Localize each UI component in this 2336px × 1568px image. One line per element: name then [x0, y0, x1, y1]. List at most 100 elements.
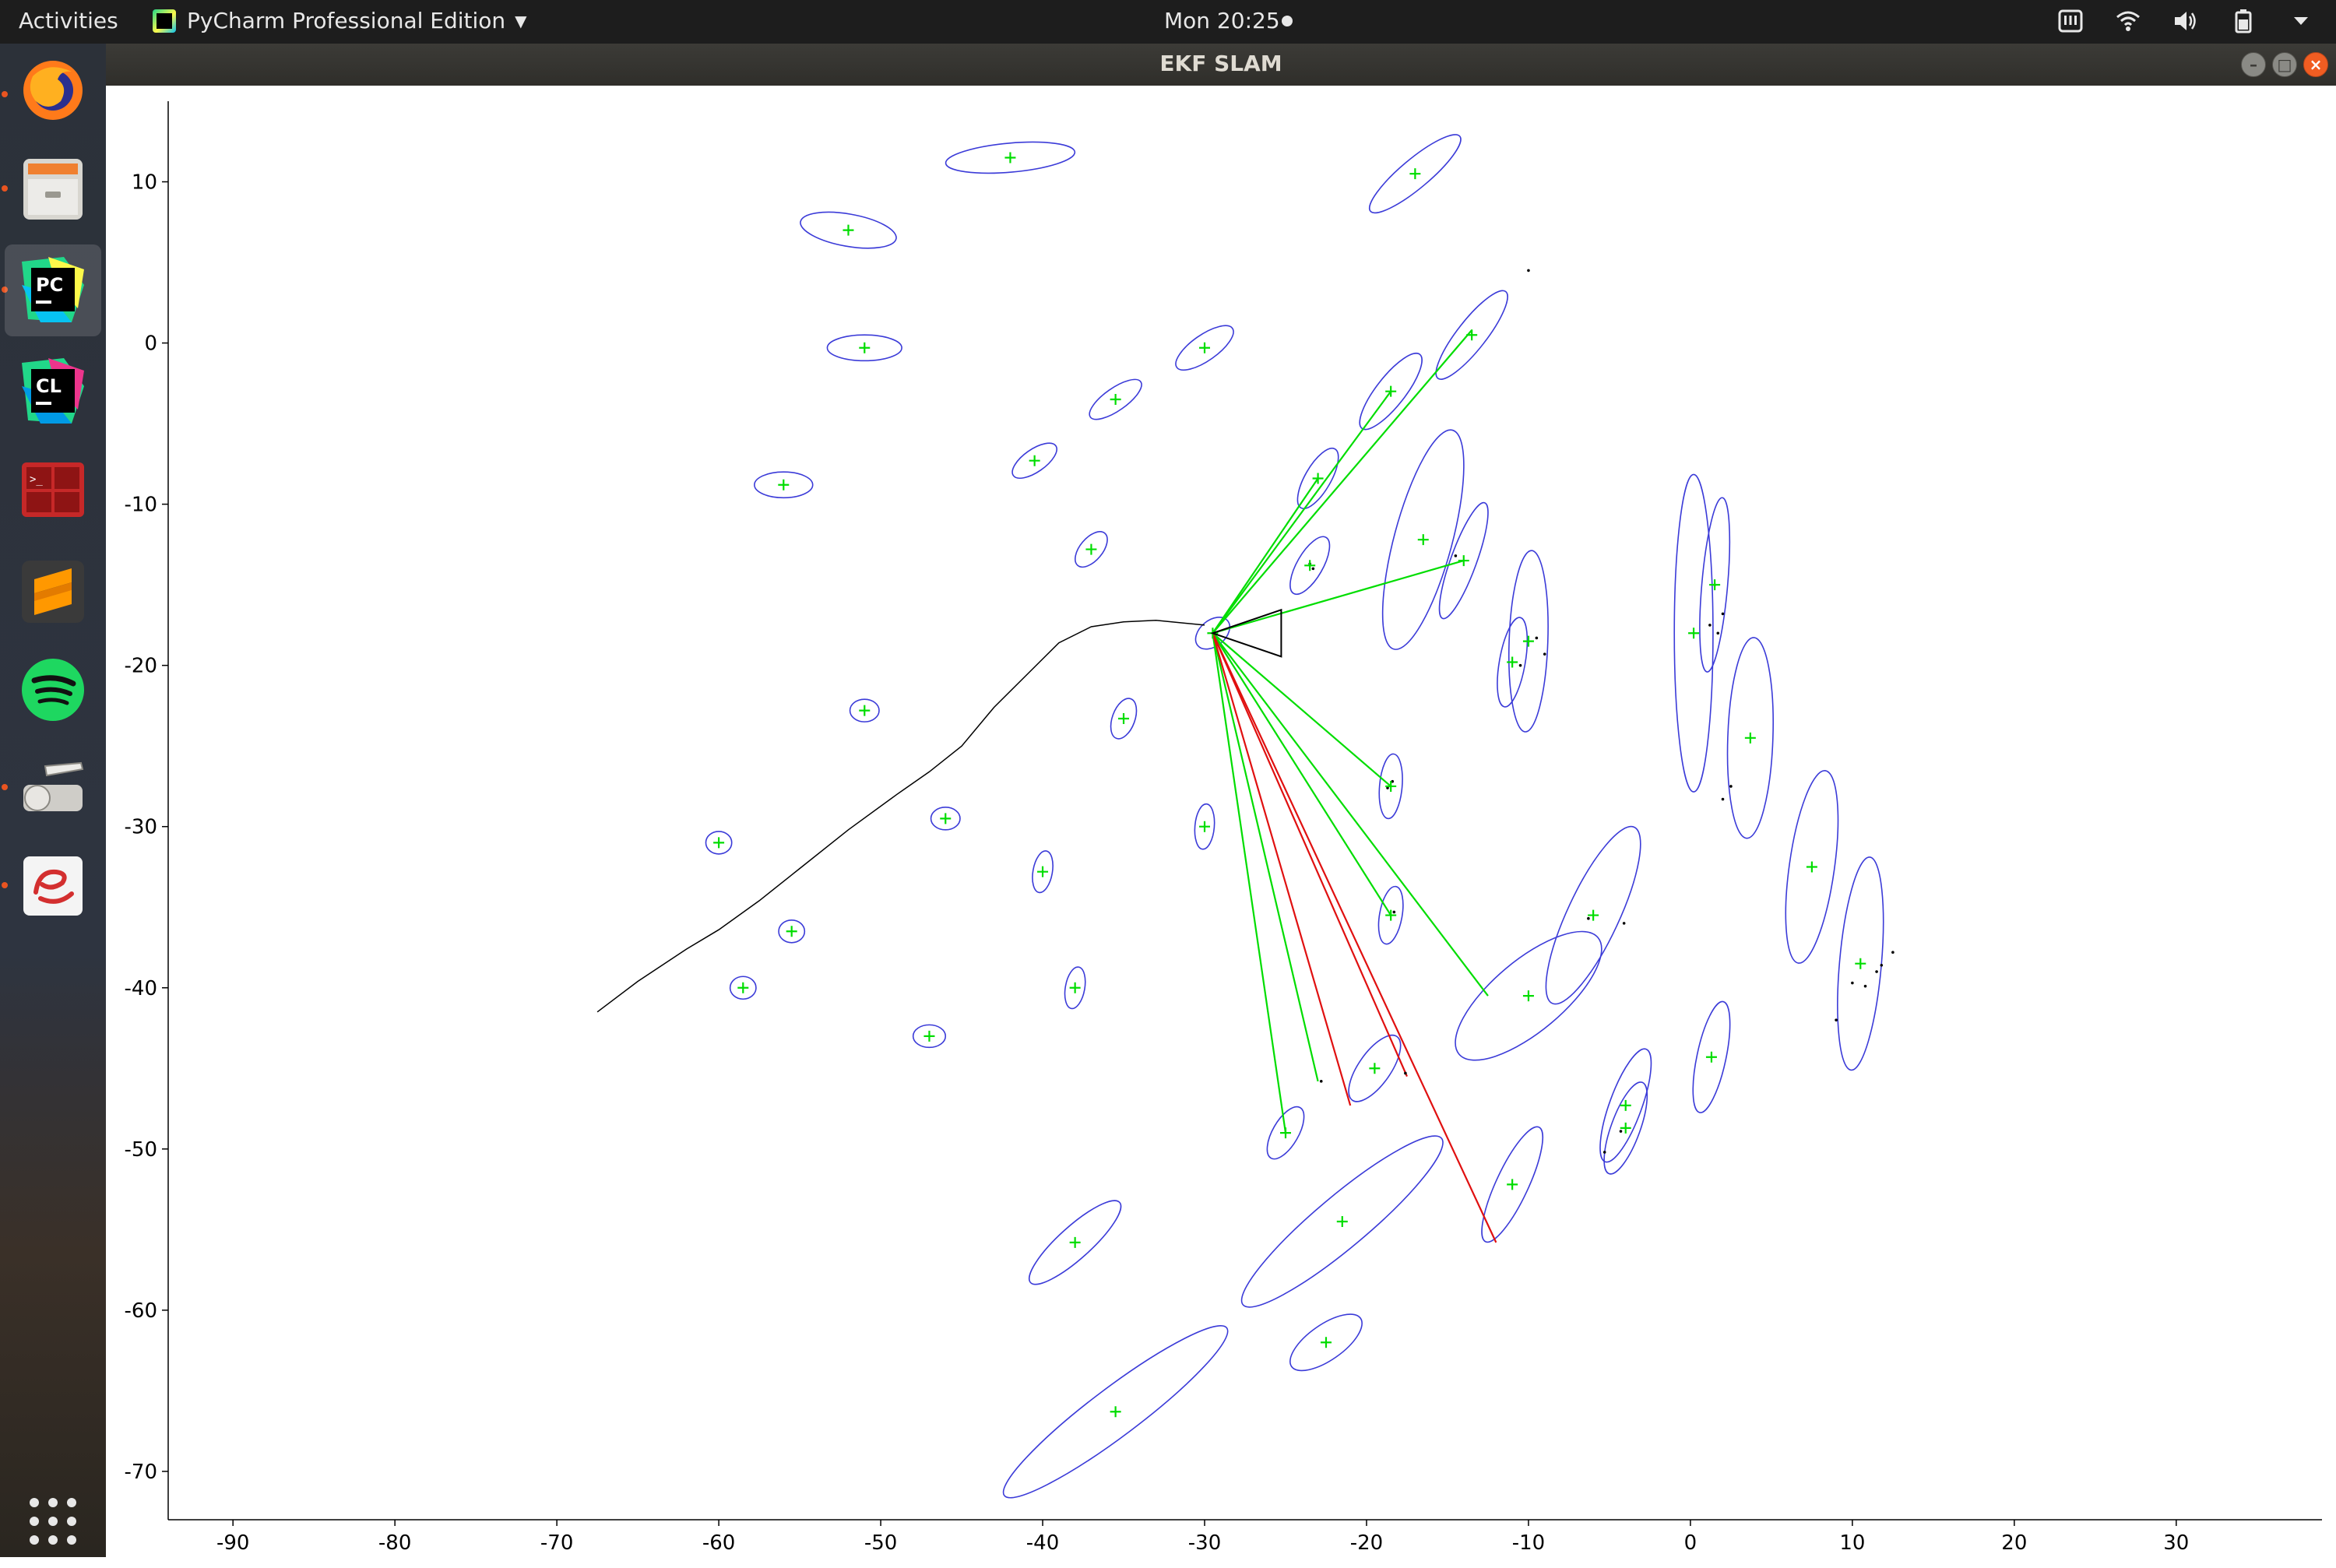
- pycharm-icon: PC: [22, 257, 84, 322]
- raw-measurement-point: [1392, 910, 1396, 914]
- running-indicator: [2, 91, 8, 97]
- battery-icon[interactable]: [2230, 8, 2257, 34]
- landmark-marker: [1385, 385, 1397, 397]
- spotify-icon: [22, 659, 84, 721]
- landmark-marker: [1304, 560, 1316, 571]
- landmark-marker: [1855, 958, 1866, 969]
- covariance-ellipse: [1377, 885, 1404, 945]
- dock-item-terminal[interactable]: >_: [5, 445, 101, 537]
- close-button[interactable]: ×: [2303, 52, 2328, 77]
- landmark-marker: [1458, 555, 1469, 567]
- covariance-ellipse: [729, 976, 757, 1000]
- y-tick-label: -30: [125, 816, 157, 839]
- volume-icon[interactable]: [2172, 8, 2199, 34]
- dock-item-spotify[interactable]: [5, 645, 101, 737]
- dock-item-clion[interactable]: CL: [5, 346, 101, 438]
- show-applications-button[interactable]: [5, 1476, 101, 1568]
- landmark-marker: [1336, 1215, 1348, 1227]
- running-indicator: [2, 882, 8, 888]
- maximize-button[interactable]: □: [2272, 52, 2297, 77]
- observation-line-matched: [1212, 391, 1392, 634]
- landmark-marker: [1620, 1099, 1631, 1111]
- landmark-marker: [1705, 1051, 1717, 1063]
- landmark-marker: [859, 705, 871, 716]
- wifi-icon[interactable]: [2115, 8, 2141, 34]
- app-menu[interactable]: PyCharm Professional Edition ▼: [153, 8, 527, 33]
- y-tick-label: -60: [125, 1299, 157, 1323]
- landmark-marker: [1507, 656, 1518, 668]
- x-tick-label: -30: [1188, 1531, 1221, 1555]
- landmark-marker: [1806, 861, 1817, 873]
- sublime-text-icon: [22, 561, 84, 623]
- observation-line-matched: [1212, 560, 1465, 635]
- keyboard-indicator-icon[interactable]: [2057, 8, 2084, 34]
- observation-line-new: [1212, 632, 1352, 1106]
- covariance-ellipse: [1064, 966, 1086, 1010]
- dock-item-files[interactable]: [5, 143, 101, 235]
- landmark-marker: [1004, 152, 1016, 163]
- minimize-button[interactable]: –: [2241, 52, 2266, 77]
- covariance-ellipse: [826, 334, 902, 362]
- landmark-marker: [1709, 579, 1721, 591]
- app-menu-label: PyCharm Professional Edition: [187, 8, 506, 33]
- chevron-down-icon: ▼: [515, 11, 527, 30]
- observation-line-new: [1212, 632, 1408, 1078]
- raw-measurement-point: [1518, 663, 1522, 667]
- dock-item-scanner[interactable]: [5, 743, 101, 835]
- observation-line-matched: [1212, 632, 1392, 916]
- covariance-ellipse: [1673, 473, 1714, 793]
- y-tick-label: -70: [125, 1461, 157, 1484]
- raw-measurement-point: [1319, 1080, 1323, 1083]
- dock-item-pdf-reader[interactable]: [5, 841, 101, 933]
- landmark-marker: [859, 342, 871, 353]
- raw-measurement-point: [1587, 916, 1590, 920]
- landmark-marker: [1522, 990, 1534, 1002]
- system-tray[interactable]: [2057, 8, 2314, 34]
- landmark-marker: [1199, 342, 1211, 353]
- activities-button[interactable]: Activities: [19, 8, 118, 33]
- raw-measurement-point: [1729, 785, 1733, 788]
- raw-measurement-point: [1386, 786, 1389, 789]
- system-menu-caret-icon[interactable]: [2288, 8, 2314, 34]
- ekf-slam-plot: -90 -80 -70 -60 -50 -40 -30 -20 -10 0 10 20 30 10 0 -10…: [106, 86, 2336, 1557]
- observation-line-matched: [1212, 632, 1489, 997]
- pdf-reader-icon: [23, 856, 83, 916]
- covariance-ellipse: [1381, 429, 1465, 650]
- dock: PC CL >_: [0, 44, 106, 1557]
- x-tick-label: 20: [2001, 1531, 2027, 1555]
- app-grid-icon: [30, 1498, 76, 1545]
- clock[interactable]: Mon 20:25: [1164, 8, 1280, 33]
- covariance-ellipse: [1348, 1034, 1402, 1102]
- landmark-marker: [713, 837, 725, 849]
- landmark-marker: [1037, 866, 1049, 877]
- raw-measurement-point: [1527, 269, 1530, 272]
- covariance-ellipse: [1089, 378, 1142, 420]
- landmark-marker: [778, 479, 790, 490]
- landmark-marker: [1069, 1236, 1081, 1248]
- raw-measurement-point: [1708, 624, 1712, 627]
- landmark-marker: [1085, 543, 1097, 555]
- window-title: EKF SLAM: [1159, 51, 1282, 76]
- ekf-slam-chart: -90 -80 -70 -60 -50 -40 -30 -20 -10 0 10 20 30 10 0 -10…: [125, 101, 2322, 1555]
- x-tick-label: -20: [1350, 1531, 1383, 1555]
- covariance-ellipse: [1497, 617, 1529, 708]
- raw-measurement-point: [1721, 612, 1725, 616]
- covariance-ellipse: [1075, 531, 1108, 568]
- dock-item-pycharm[interactable]: PC: [5, 244, 101, 336]
- observation-line-matched: [1212, 477, 1319, 634]
- covariance-ellipse: [705, 831, 733, 855]
- dock-item-firefox[interactable]: [5, 44, 101, 135]
- landmark-marker: [1417, 534, 1429, 546]
- x-tick-label: -10: [1512, 1531, 1545, 1555]
- covariance-ellipse: [754, 471, 814, 499]
- running-indicator: [2, 784, 8, 790]
- raw-measurement-point: [1721, 797, 1725, 801]
- dock-item-sublime-text[interactable]: [5, 547, 101, 638]
- covariance-ellipse: [1028, 1200, 1122, 1285]
- landmark-marker: [843, 224, 854, 236]
- window-titlebar[interactable]: EKF SLAM – □ ×: [106, 44, 2336, 86]
- clion-icon: CL: [22, 358, 84, 424]
- raw-measurement-point: [1835, 1018, 1838, 1021]
- covariance-ellipse: [1194, 803, 1215, 850]
- svg-text:>_: >_: [30, 473, 43, 486]
